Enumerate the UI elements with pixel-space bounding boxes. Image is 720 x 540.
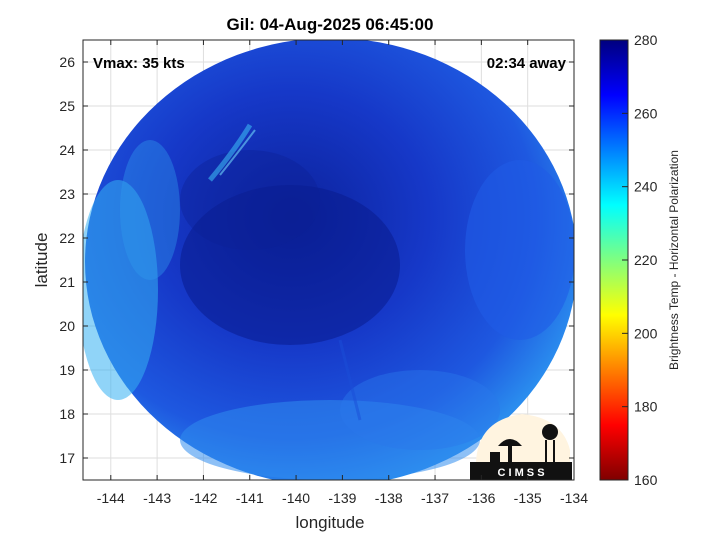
colorbar-tick-label: 160: [634, 472, 658, 488]
plot-area: C I M S S -144 -143 -142 -141 -140 -139 -138 -1…: [59, 39, 588, 506]
x-tick-label: -139: [328, 490, 356, 506]
y-tick-label: 18: [59, 406, 75, 422]
vmax-label: Vmax: 35 kts: [93, 55, 185, 72]
y-tick-label: 20: [59, 318, 75, 334]
colorbar-tick-label: 280: [634, 32, 658, 48]
y-tick-label: 22: [59, 230, 75, 246]
y-tick-label: 17: [59, 450, 75, 466]
colorbar-tick-label: 240: [634, 179, 658, 195]
x-tick-label: -140: [282, 490, 310, 506]
cimss-logo-text: C I M S S: [497, 467, 544, 479]
y-tick-label: 26: [59, 54, 75, 70]
y-tick-label: 21: [59, 274, 75, 290]
y-tick-label: 25: [59, 98, 75, 114]
brightness-field: [83, 40, 574, 480]
colorbar-tick-label: 220: [634, 252, 658, 268]
chart-title: Gil: 04-Aug-2025 06:45:00: [227, 15, 434, 34]
y-axis: 17 18 19 20 21 22 23 24 25 26: [59, 54, 574, 466]
x-tick-label: -138: [375, 490, 403, 506]
colorbar-tick-label: 260: [634, 105, 658, 121]
x-axis: -144 -143 -142 -141 -140 -139 -138 -137 -136 -135…: [97, 40, 588, 506]
y-axis-label: latitude: [32, 233, 51, 288]
x-tick-label: -135: [514, 490, 542, 506]
x-tick-label: -142: [189, 490, 217, 506]
time-away-label: 02:34 away: [487, 55, 567, 72]
colorbar-label: Brightness Temp - Horizontal Polarizatio…: [667, 150, 681, 370]
y-tick-label: 24: [59, 142, 75, 158]
colorbar-ticks: 160 180 200 220 240 260 280: [622, 32, 658, 488]
plot-frame: [82, 39, 575, 481]
colorbar-tick-label: 180: [634, 399, 658, 415]
x-tick-label: -143: [143, 490, 171, 506]
y-tick-label: 23: [59, 186, 75, 202]
x-axis-label: longitude: [295, 513, 364, 532]
x-tick-label: -144: [97, 490, 125, 506]
x-tick-label: -141: [236, 490, 264, 506]
colorbar-tick-label: 200: [634, 325, 658, 341]
cimss-logo: C I M S S: [470, 414, 572, 480]
x-tick-label: -134: [560, 490, 588, 506]
y-tick-label: 19: [59, 362, 75, 378]
colorbar: 160 180 200 220 240 260 280 Brightness Temp - …: [599, 32, 681, 488]
x-tick-label: -137: [421, 490, 449, 506]
x-tick-label: -136: [467, 490, 495, 506]
